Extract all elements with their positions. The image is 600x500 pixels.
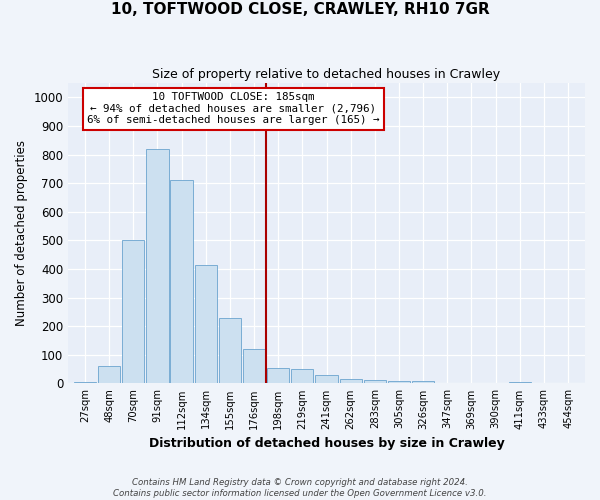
Bar	[291, 369, 313, 384]
Bar	[412, 380, 434, 384]
Bar	[146, 149, 169, 384]
Text: Contains HM Land Registry data © Crown copyright and database right 2024.
Contai: Contains HM Land Registry data © Crown c…	[113, 478, 487, 498]
Bar	[219, 318, 241, 384]
Y-axis label: Number of detached properties: Number of detached properties	[15, 140, 28, 326]
Bar	[74, 382, 96, 384]
Text: 10, TOFTWOOD CLOSE, CRAWLEY, RH10 7GR: 10, TOFTWOOD CLOSE, CRAWLEY, RH10 7GR	[110, 2, 490, 18]
Bar	[509, 382, 531, 384]
Bar	[316, 375, 338, 384]
Bar	[388, 380, 410, 384]
Bar	[194, 264, 217, 384]
Bar	[243, 349, 265, 384]
Title: Size of property relative to detached houses in Crawley: Size of property relative to detached ho…	[152, 68, 500, 80]
Bar	[267, 368, 289, 384]
X-axis label: Distribution of detached houses by size in Crawley: Distribution of detached houses by size …	[149, 437, 505, 450]
Text: 10 TOFTWOOD CLOSE: 185sqm
← 94% of detached houses are smaller (2,796)
6% of sem: 10 TOFTWOOD CLOSE: 185sqm ← 94% of detac…	[87, 92, 380, 126]
Bar	[340, 379, 362, 384]
Bar	[98, 366, 120, 384]
Bar	[364, 380, 386, 384]
Bar	[122, 240, 145, 384]
Bar	[170, 180, 193, 384]
